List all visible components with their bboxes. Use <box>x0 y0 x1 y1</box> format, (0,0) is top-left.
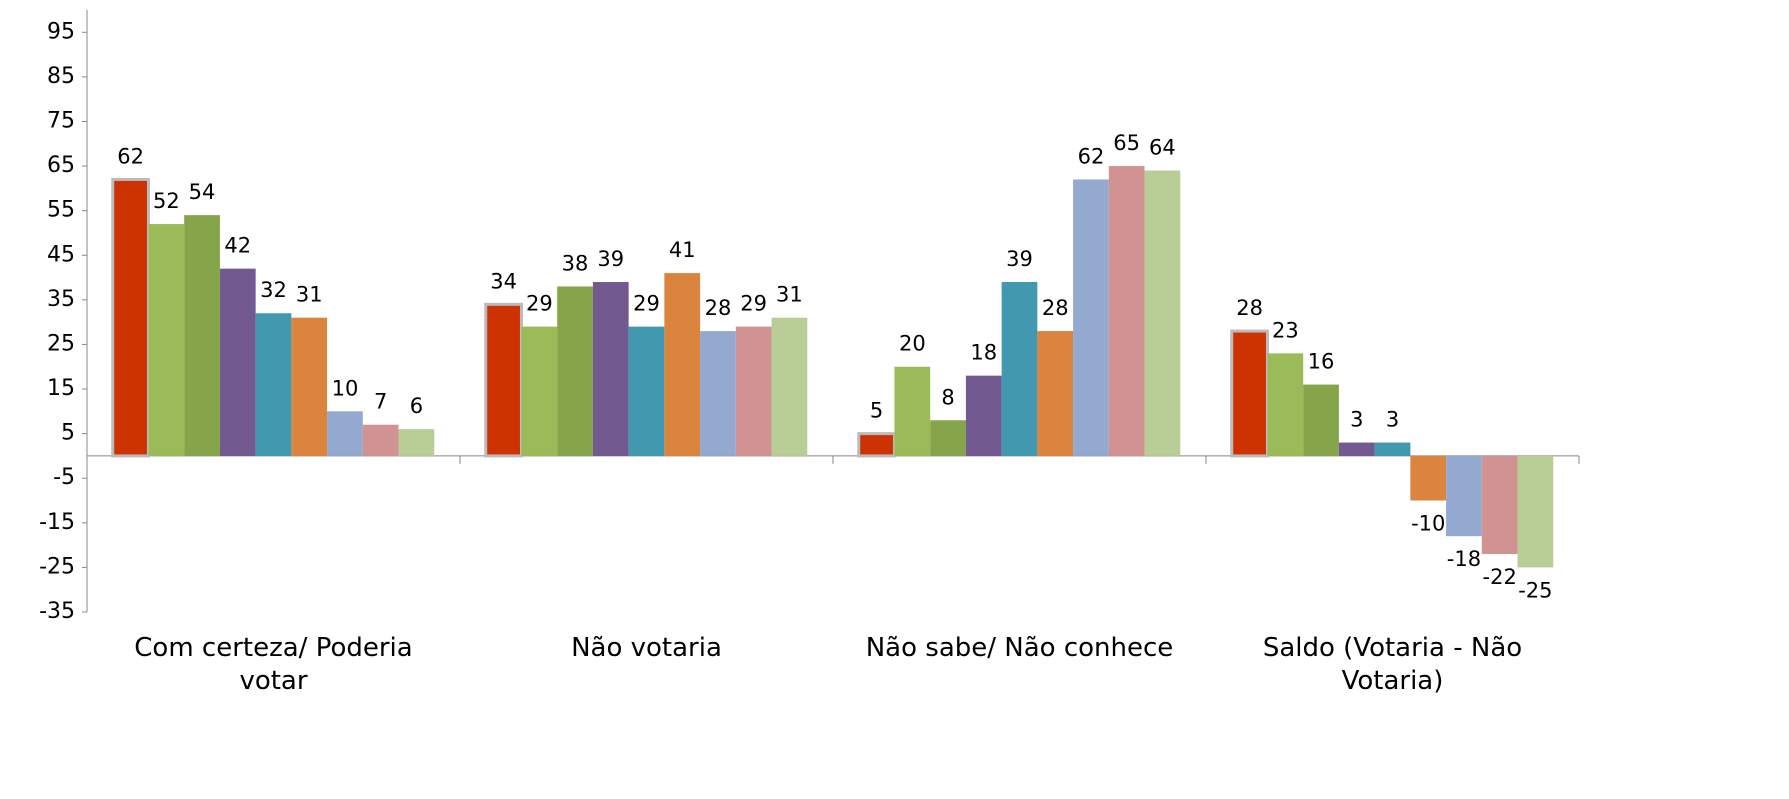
data-label: 32 <box>260 278 287 302</box>
y-tick-label: 5 <box>61 421 75 446</box>
data-label: 29 <box>740 292 767 316</box>
bar <box>1144 170 1181 456</box>
data-label: 42 <box>224 234 251 258</box>
bar <box>484 302 523 458</box>
bar <box>1374 442 1411 456</box>
y-tick-label: 65 <box>47 153 75 178</box>
data-label: -18 <box>1447 547 1481 571</box>
y-tick-label: -15 <box>39 510 75 535</box>
x-tick-label: Não votaria <box>571 633 722 663</box>
bar <box>362 424 399 456</box>
data-label: 62 <box>117 144 144 168</box>
bar <box>1108 166 1145 456</box>
bar <box>1230 329 1269 458</box>
bar <box>255 313 292 456</box>
data-label: 28 <box>1042 296 1069 320</box>
data-label: -22 <box>1483 565 1517 589</box>
bar <box>735 326 772 456</box>
bar <box>184 215 220 456</box>
bar <box>219 268 256 456</box>
y-tick-label: 15 <box>47 376 75 401</box>
bar <box>1303 384 1339 456</box>
x-tick-label-box: Não sabe/ Não conhece <box>865 633 1174 663</box>
data-label: 39 <box>1006 247 1033 271</box>
bar <box>592 282 629 456</box>
bar <box>291 317 328 456</box>
x-tick-label: Com certeza/ Poderia votar <box>134 633 413 696</box>
data-label: 5 <box>870 399 883 423</box>
data-label: 29 <box>633 292 660 316</box>
y-tick-label: 45 <box>47 242 75 267</box>
data-label: 29 <box>526 292 553 316</box>
bar <box>664 273 701 456</box>
bar <box>521 326 558 456</box>
data-label: 18 <box>970 341 997 365</box>
data-label: 31 <box>296 283 323 307</box>
data-label: 41 <box>669 238 696 262</box>
data-label: 28 <box>1236 296 1263 320</box>
bar <box>700 331 736 456</box>
data-label: 10 <box>332 376 359 400</box>
bar <box>148 224 185 456</box>
data-label: 64 <box>1149 136 1176 160</box>
data-label: 54 <box>189 180 216 204</box>
data-label: 31 <box>776 283 803 307</box>
data-label: 3 <box>1350 408 1363 432</box>
x-tick-label-box: Saldo (Votaria - Não Votaria) <box>1262 633 1523 696</box>
bar <box>111 177 150 458</box>
data-label: 38 <box>562 251 589 275</box>
bar <box>1267 353 1304 456</box>
data-label: -25 <box>1518 578 1552 602</box>
bar <box>965 375 1002 456</box>
y-tick-label: 25 <box>47 331 75 356</box>
y-tick-label: -5 <box>53 465 75 490</box>
data-label: 16 <box>1308 350 1335 374</box>
bar <box>930 420 966 456</box>
data-label: 65 <box>1113 131 1140 155</box>
data-label: 34 <box>490 269 517 293</box>
data-label: 7 <box>374 390 387 414</box>
bar <box>1001 282 1038 456</box>
data-label: 28 <box>705 296 732 320</box>
data-label: 39 <box>597 247 624 271</box>
y-tick-label: 85 <box>47 64 75 89</box>
bar <box>857 432 896 458</box>
data-label: 6 <box>410 394 423 418</box>
bar <box>1073 179 1109 456</box>
data-label: 52 <box>153 189 180 213</box>
y-tick-label: 95 <box>47 19 75 44</box>
y-tick-label: -35 <box>39 599 75 624</box>
x-tick-label: Saldo (Votaria - Não Votaria) <box>1262 633 1523 696</box>
data-label: 3 <box>1386 408 1399 432</box>
bar <box>894 366 931 456</box>
x-tick-label-box: Não votaria <box>571 633 722 663</box>
x-tick-label: Não sabe/ Não conhece <box>865 633 1174 663</box>
data-label: 20 <box>899 332 926 356</box>
bar <box>1517 455 1554 568</box>
bar <box>771 317 808 456</box>
bar <box>557 286 593 456</box>
data-label: 8 <box>941 385 954 409</box>
data-label: 62 <box>1078 144 1105 168</box>
bar <box>1037 331 1074 456</box>
bar <box>1410 455 1447 501</box>
bar <box>1446 455 1482 537</box>
y-tick-label: 75 <box>47 108 75 133</box>
y-tick-label: -25 <box>39 554 75 579</box>
y-tick-label: 55 <box>47 198 75 223</box>
x-tick-label-box: Com certeza/ Poderia votar <box>134 633 413 696</box>
bar <box>628 326 665 456</box>
bar <box>1338 442 1375 456</box>
bar <box>327 411 363 456</box>
bar <box>1481 455 1518 555</box>
y-tick-label: 35 <box>47 287 75 312</box>
bar <box>398 429 435 456</box>
data-label: -10 <box>1411 512 1445 536</box>
data-label: 23 <box>1272 318 1299 342</box>
